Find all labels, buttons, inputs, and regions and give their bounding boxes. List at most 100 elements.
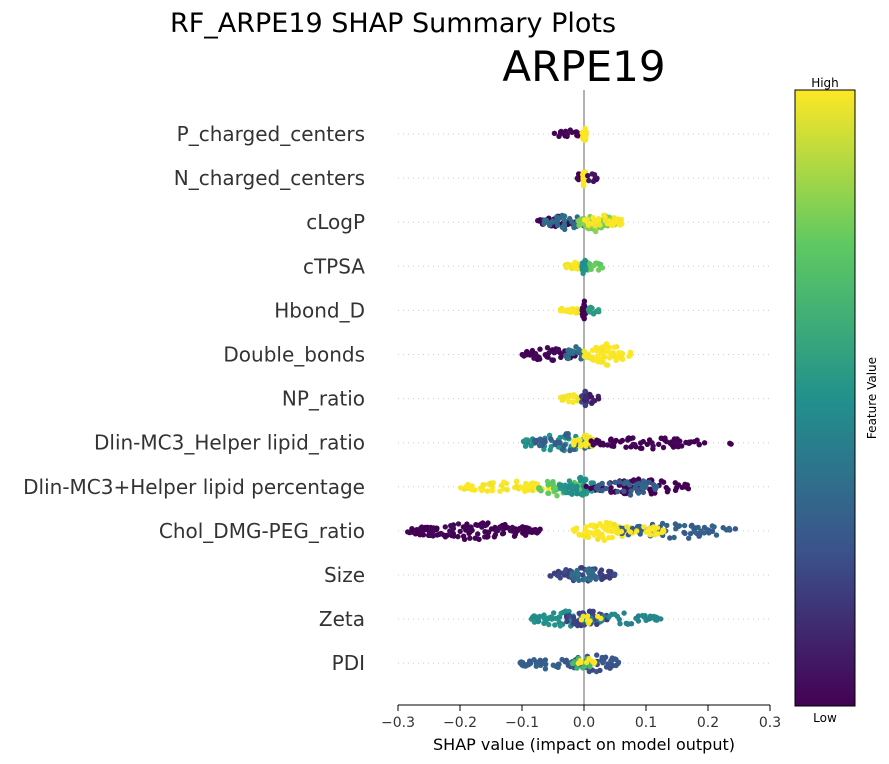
shap-point bbox=[547, 447, 553, 453]
shap-point bbox=[598, 567, 605, 573]
shap-point bbox=[577, 658, 584, 664]
shap-point bbox=[602, 354, 608, 360]
shap-point bbox=[598, 615, 604, 622]
shap-point bbox=[507, 527, 514, 534]
shap-point bbox=[455, 533, 461, 540]
colorbar bbox=[794, 89, 856, 707]
shap-point bbox=[561, 213, 568, 219]
shap-point bbox=[672, 480, 678, 486]
shap-point bbox=[659, 520, 666, 527]
shap-point bbox=[514, 483, 520, 490]
shap-point bbox=[534, 660, 540, 667]
shap-point bbox=[527, 352, 533, 358]
shap-point bbox=[602, 342, 609, 349]
shap-point bbox=[606, 614, 612, 620]
shap-point bbox=[561, 488, 568, 495]
shap-point bbox=[537, 346, 543, 352]
shap-point bbox=[637, 440, 644, 446]
x-tick-label: 0.2 bbox=[697, 715, 719, 731]
shap-point bbox=[530, 614, 536, 620]
shap-point bbox=[536, 354, 542, 361]
shap-point bbox=[596, 309, 602, 315]
shap-point bbox=[450, 525, 457, 532]
shap-point bbox=[482, 529, 488, 535]
shap-point bbox=[469, 483, 475, 489]
shap-point bbox=[455, 521, 462, 527]
shap-point bbox=[545, 616, 551, 622]
feature-labels: P_charged_centers N_charged_centers cLogP c… bbox=[23, 122, 365, 675]
shap-point bbox=[726, 525, 732, 532]
shap-point bbox=[728, 441, 734, 447]
shap-point bbox=[574, 665, 580, 671]
shap-point bbox=[537, 486, 543, 493]
shap-point bbox=[580, 270, 586, 277]
shap-point bbox=[542, 666, 549, 672]
shap-point bbox=[720, 525, 726, 531]
shap-point bbox=[681, 529, 687, 536]
shap-point bbox=[479, 524, 485, 530]
shap-point bbox=[594, 652, 600, 658]
shap-point bbox=[484, 488, 491, 494]
shap-point bbox=[571, 261, 577, 267]
shap-point bbox=[639, 612, 646, 619]
shap-point bbox=[530, 482, 536, 488]
shap-point bbox=[581, 348, 587, 354]
shap-point bbox=[592, 223, 598, 229]
shap-point bbox=[576, 577, 582, 583]
shap-point bbox=[624, 524, 630, 530]
x-tick-label: −0.3 bbox=[381, 715, 415, 731]
shap-point bbox=[504, 487, 510, 493]
shap-point bbox=[671, 534, 677, 541]
shap-point bbox=[484, 534, 490, 540]
shap-point bbox=[581, 170, 587, 176]
shap-point bbox=[585, 529, 591, 535]
shap-point bbox=[593, 176, 600, 183]
shap-point bbox=[579, 307, 585, 314]
shap-point bbox=[518, 484, 524, 490]
feature-label: NP_ratio bbox=[282, 387, 365, 411]
shap-point bbox=[464, 524, 471, 530]
shap-point bbox=[684, 482, 690, 488]
shap-point bbox=[597, 521, 603, 527]
shap-point bbox=[545, 490, 552, 496]
shap-point bbox=[467, 535, 473, 541]
shap-point bbox=[634, 487, 641, 493]
shap-point bbox=[608, 222, 615, 228]
shap-point bbox=[597, 667, 603, 674]
shap-point bbox=[595, 536, 601, 543]
shap-point bbox=[567, 127, 573, 133]
shap-point bbox=[599, 487, 605, 494]
shap-point bbox=[475, 531, 481, 537]
shap-point bbox=[570, 483, 576, 489]
shap-point bbox=[497, 488, 503, 494]
shap-point bbox=[670, 444, 677, 450]
shap-point bbox=[651, 613, 657, 620]
shap-point bbox=[598, 359, 604, 365]
shap-point bbox=[556, 482, 563, 488]
shap-point bbox=[582, 265, 589, 272]
shap-point bbox=[560, 394, 567, 400]
colorbar-high-label: High bbox=[811, 76, 839, 90]
shap-point bbox=[596, 482, 602, 488]
shap-point bbox=[472, 535, 478, 541]
shap-point bbox=[575, 571, 581, 578]
shap-point bbox=[523, 484, 529, 490]
shap-point bbox=[541, 220, 547, 227]
shap-point bbox=[618, 350, 624, 356]
shap-point bbox=[580, 665, 586, 671]
shap-point bbox=[518, 659, 524, 665]
shap-point bbox=[612, 479, 618, 485]
shap-point bbox=[588, 266, 594, 272]
shap-point bbox=[600, 660, 606, 666]
shap-point bbox=[558, 128, 564, 135]
shap-point bbox=[554, 572, 561, 578]
shap-point bbox=[569, 660, 576, 667]
shap-point bbox=[542, 352, 548, 358]
feature-label: cTPSA bbox=[303, 254, 365, 278]
shap-point bbox=[701, 440, 708, 446]
shap-point bbox=[480, 482, 487, 488]
shap-point bbox=[623, 480, 629, 486]
shap-point bbox=[557, 440, 563, 446]
shap-point bbox=[534, 530, 540, 536]
